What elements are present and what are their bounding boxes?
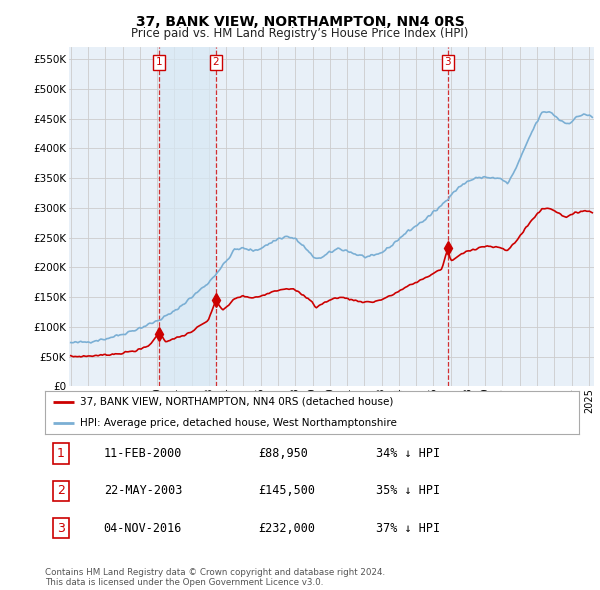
Text: £88,950: £88,950 (259, 447, 308, 460)
Text: 37, BANK VIEW, NORTHAMPTON, NN4 0RS: 37, BANK VIEW, NORTHAMPTON, NN4 0RS (136, 15, 464, 29)
Bar (159, 47, 215, 386)
Text: 04-NOV-2016: 04-NOV-2016 (104, 522, 182, 535)
Text: Contains HM Land Registry data © Crown copyright and database right 2024.
This d: Contains HM Land Registry data © Crown c… (45, 568, 385, 587)
Text: 3: 3 (57, 522, 65, 535)
Text: 11-FEB-2000: 11-FEB-2000 (104, 447, 182, 460)
Text: 2: 2 (212, 57, 219, 67)
Text: 1: 1 (57, 447, 65, 460)
Text: £145,500: £145,500 (259, 484, 316, 497)
Text: 1: 1 (156, 57, 163, 67)
Text: 37, BANK VIEW, NORTHAMPTON, NN4 0RS (detached house): 37, BANK VIEW, NORTHAMPTON, NN4 0RS (det… (80, 397, 393, 407)
Text: 34% ↓ HPI: 34% ↓ HPI (376, 447, 440, 460)
Text: 2: 2 (57, 484, 65, 497)
Text: 3: 3 (445, 57, 451, 67)
Text: 37% ↓ HPI: 37% ↓ HPI (376, 522, 440, 535)
Text: 35% ↓ HPI: 35% ↓ HPI (376, 484, 440, 497)
Text: 22-MAY-2003: 22-MAY-2003 (104, 484, 182, 497)
Text: £232,000: £232,000 (259, 522, 316, 535)
Text: Price paid vs. HM Land Registry’s House Price Index (HPI): Price paid vs. HM Land Registry’s House … (131, 27, 469, 40)
Text: HPI: Average price, detached house, West Northamptonshire: HPI: Average price, detached house, West… (80, 418, 397, 428)
